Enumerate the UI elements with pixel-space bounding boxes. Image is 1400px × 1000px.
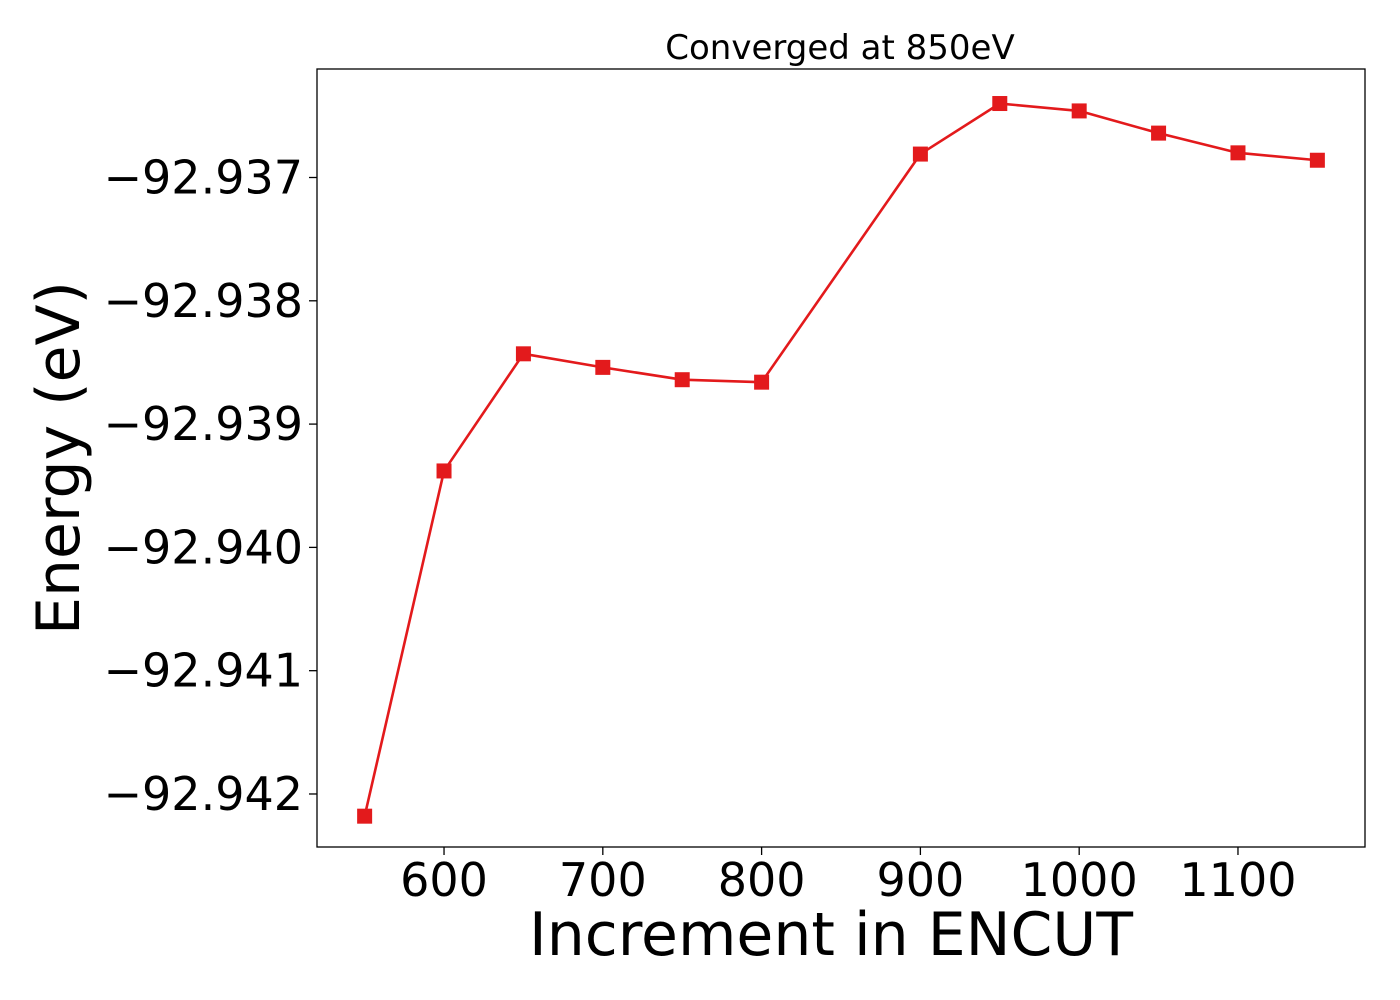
y-axis: −92.942 −92.941 −92.940 −92.939 −92.938 −92.9… (104, 151, 317, 821)
x-tick-label: 800 (718, 853, 806, 907)
y-tick-label: −92.942 (104, 767, 304, 821)
data-point-marker (912, 146, 928, 162)
data-point-marker (754, 374, 770, 390)
x-tick-label: 1000 (1021, 853, 1138, 907)
data-point-marker (357, 808, 373, 824)
data-point-marker (1151, 125, 1167, 141)
y-tick-label: −92.938 (104, 274, 304, 328)
y-tick-label: −92.940 (104, 520, 304, 574)
x-axis: 600 700 800 900 1000 1100 (400, 847, 1297, 907)
x-tick-label: 700 (559, 853, 647, 907)
data-point-marker (595, 359, 611, 375)
x-axis-title: Increment in ENCUT (529, 900, 1133, 970)
x-tick-label: 1100 (1179, 853, 1296, 907)
data-point-marker (515, 346, 531, 362)
data-point-marker (674, 372, 690, 388)
data-point-marker (992, 96, 1008, 112)
series-line (363, 102, 1318, 817)
x-tick-label: 600 (400, 853, 488, 907)
y-axis-title: Energy (eV) (24, 281, 94, 635)
data-point-marker (1230, 145, 1246, 161)
y-tick-label: −92.939 (104, 397, 304, 451)
plot-area-frame (316, 68, 1366, 848)
y-tick-label: −92.941 (104, 644, 304, 698)
y-tick-label: −92.937 (104, 151, 304, 205)
x-tick-label: 900 (876, 853, 964, 907)
data-point-marker (436, 463, 452, 479)
chart-title: Converged at 850eV (665, 28, 1014, 68)
data-point-marker (1071, 103, 1087, 119)
series-layer (357, 96, 1325, 824)
data-point-marker (1309, 152, 1325, 168)
